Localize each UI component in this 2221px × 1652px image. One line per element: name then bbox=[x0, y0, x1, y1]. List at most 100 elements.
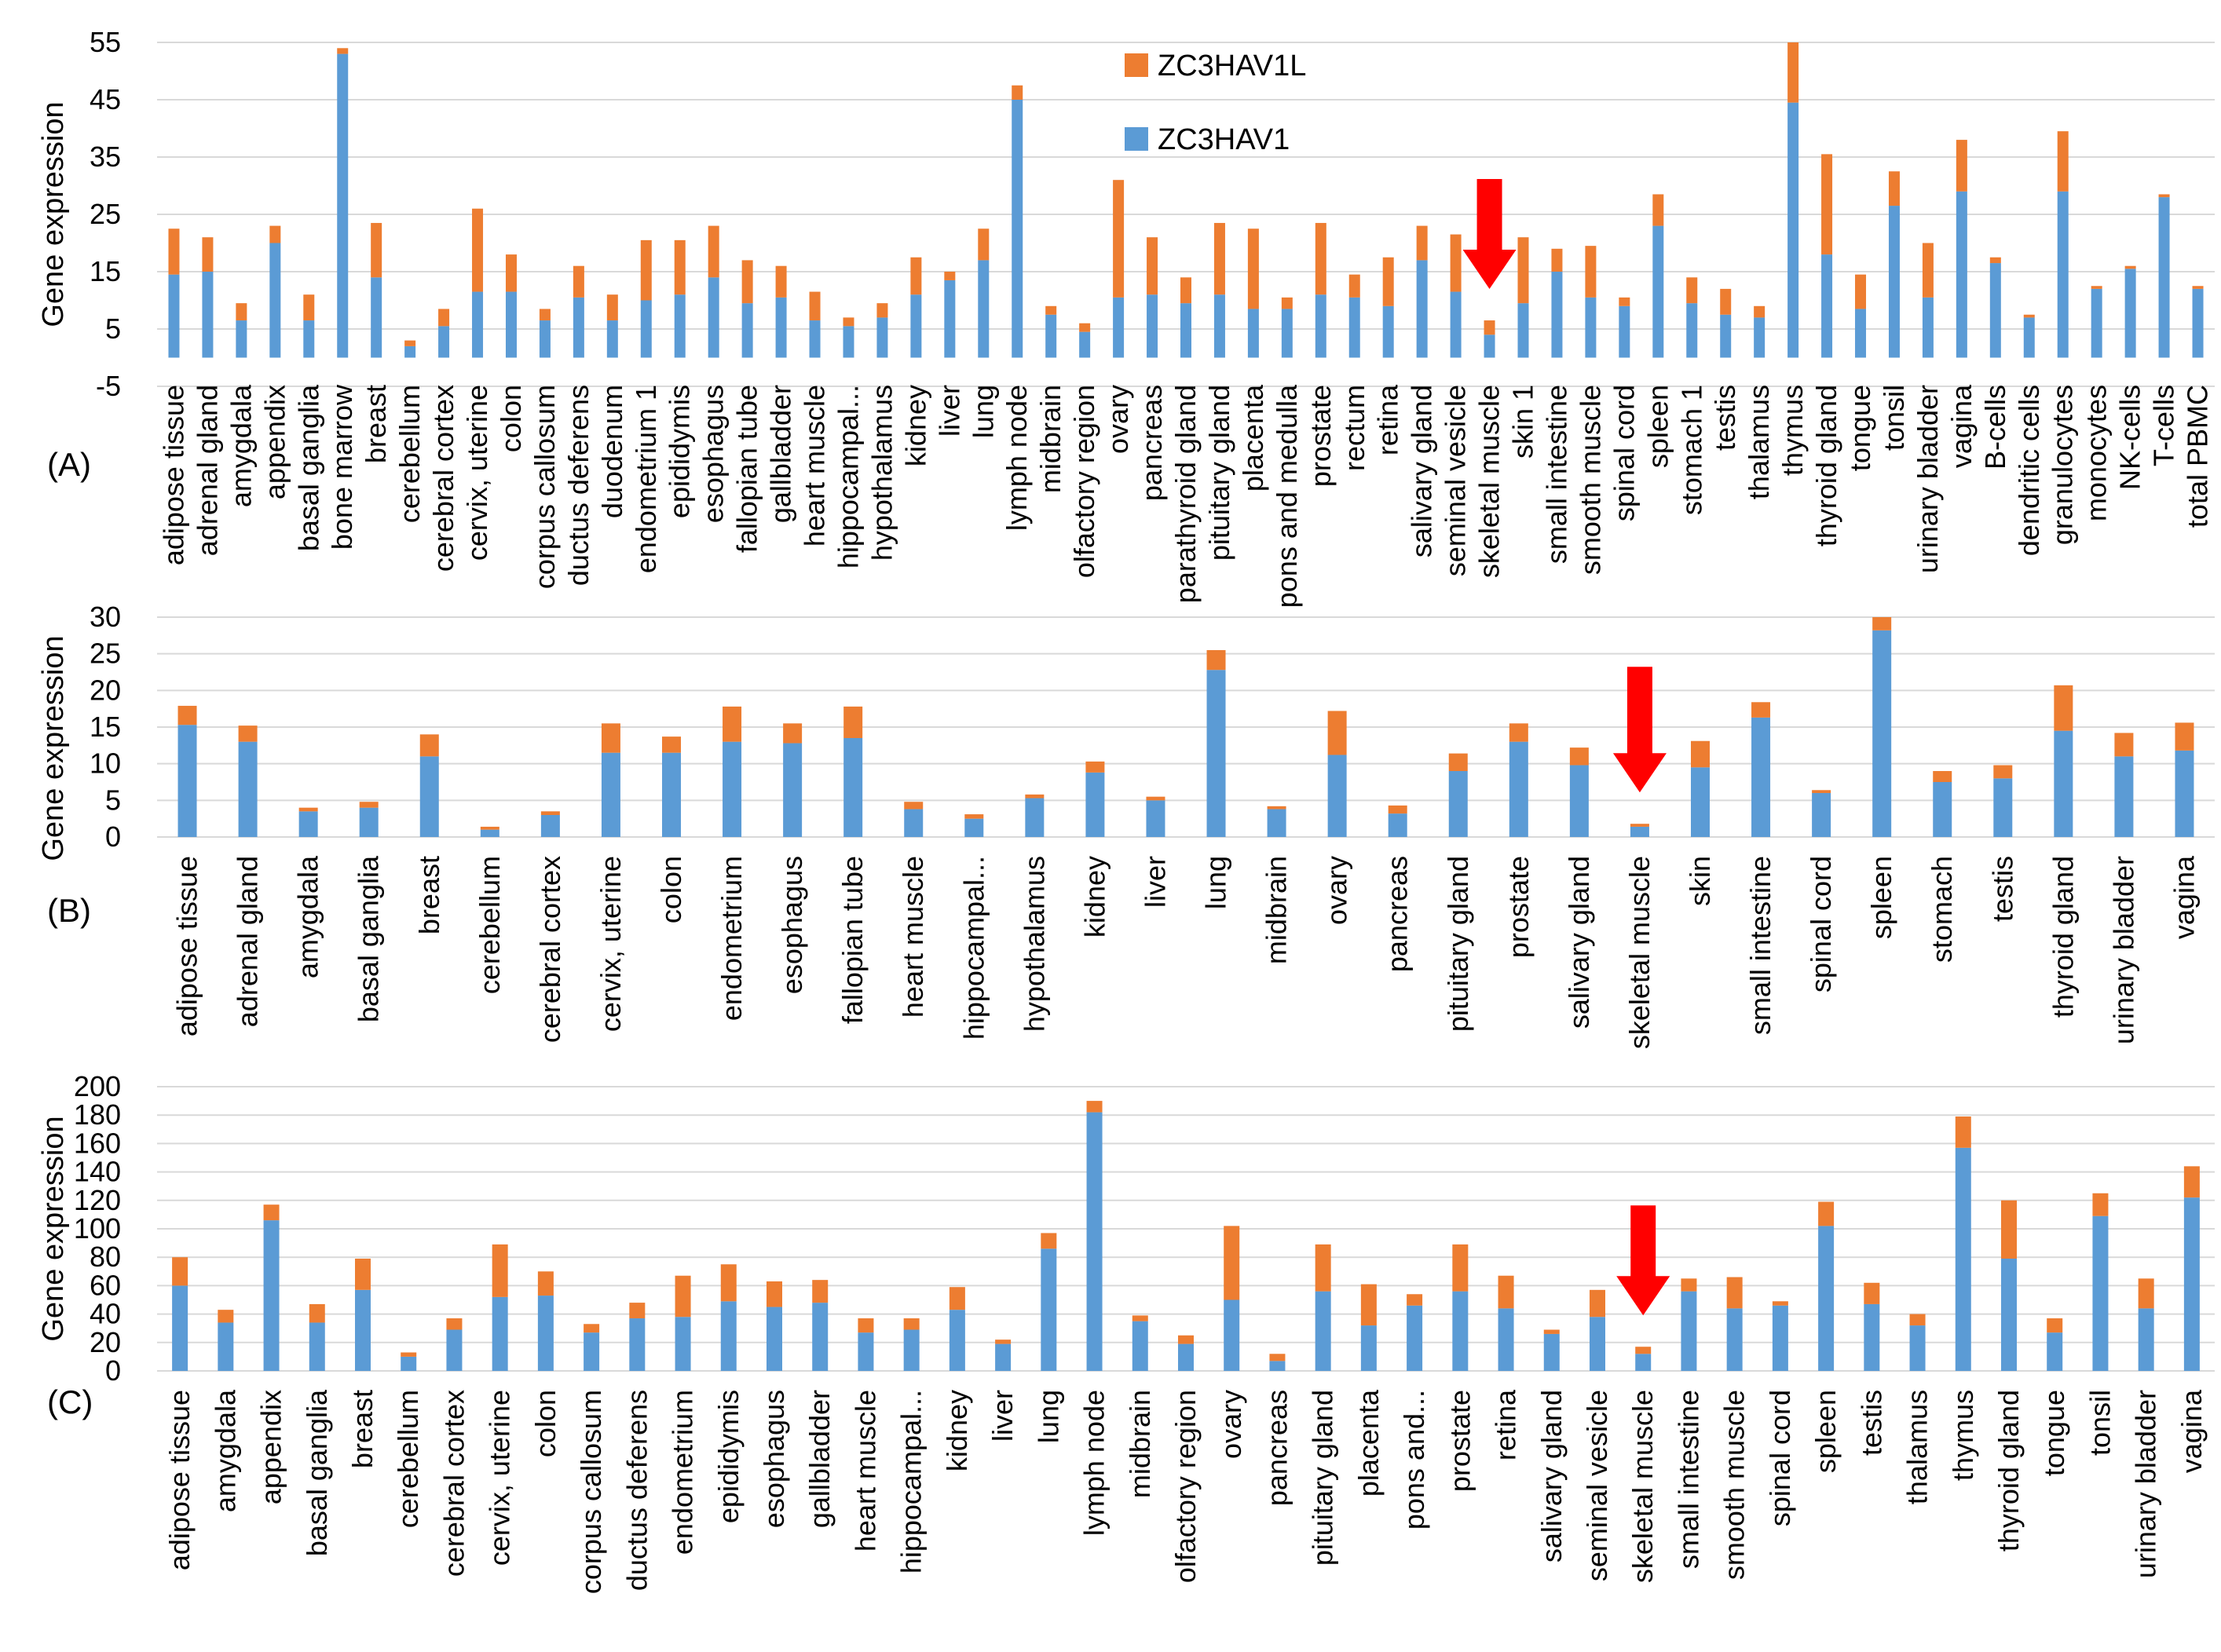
bar-zc3hav1l bbox=[601, 723, 620, 753]
bar-zc3hav1 bbox=[401, 1356, 417, 1371]
y-tick-label: 140 bbox=[74, 1156, 121, 1188]
bar-zc3hav1 bbox=[2057, 191, 2069, 358]
y-axis-title: Gene expression bbox=[37, 101, 70, 327]
bar-zc3hav1l bbox=[202, 237, 214, 272]
bar-zc3hav1 bbox=[1681, 1291, 1697, 1371]
bar-zc3hav1 bbox=[1382, 305, 1394, 358]
bar-zc3hav1 bbox=[2183, 1197, 2200, 1371]
bar-zc3hav1 bbox=[1448, 771, 1468, 837]
category-label: retina bbox=[1372, 384, 1404, 455]
legend-label-zc3hav1l: ZC3HAV1L bbox=[1158, 49, 1306, 82]
bar-zc3hav1l bbox=[177, 705, 197, 725]
category-label: liver bbox=[1139, 856, 1171, 908]
category-label: adipose tissue bbox=[157, 385, 189, 565]
bar-zc3hav1 bbox=[303, 320, 315, 358]
category-label: tongue bbox=[2038, 1390, 2070, 1476]
bar-zc3hav1 bbox=[1726, 1308, 1743, 1371]
bar-zc3hav1l bbox=[858, 1318, 874, 1333]
bar-zc3hav1 bbox=[1079, 331, 1091, 358]
category-label: NK-cells bbox=[2114, 385, 2146, 490]
category-label: appendix bbox=[255, 1390, 287, 1504]
bar-zc3hav1l bbox=[236, 303, 247, 321]
bar-zc3hav1l bbox=[1079, 323, 1091, 332]
category-label: cerebellum bbox=[392, 1390, 424, 1528]
bar-zc3hav1 bbox=[446, 1329, 463, 1371]
bar-zc3hav1l bbox=[1956, 140, 1967, 192]
bar-zc3hav1l bbox=[1751, 702, 1771, 718]
bar-zc3hav1 bbox=[1993, 778, 2013, 837]
bar-zc3hav1 bbox=[949, 1310, 965, 1371]
bar-zc3hav1l bbox=[767, 1281, 782, 1307]
category-label: ovary bbox=[1102, 385, 1134, 454]
bar-zc3hav1 bbox=[1315, 294, 1326, 358]
category-label: salivary gland bbox=[1535, 1390, 1568, 1562]
category-label: testis bbox=[1986, 856, 2018, 922]
bar-zc3hav1l bbox=[2092, 1193, 2109, 1216]
y-tick-label: 25 bbox=[90, 638, 121, 670]
bar-zc3hav1 bbox=[903, 1329, 920, 1371]
bar-zc3hav1l bbox=[218, 1310, 234, 1323]
bar-zc3hav1 bbox=[168, 274, 180, 358]
bar-zc3hav1l bbox=[876, 303, 888, 318]
bar-zc3hav1 bbox=[1498, 1308, 1514, 1371]
bar-zc3hav1 bbox=[1113, 297, 1125, 358]
category-label: ductus deferens bbox=[562, 385, 595, 586]
category-label: smooth muscle bbox=[1718, 1390, 1751, 1580]
category-label: kidney bbox=[899, 385, 931, 466]
bar-zc3hav1 bbox=[1543, 1333, 1560, 1371]
bar-zc3hav1 bbox=[1180, 303, 1191, 358]
bar-zc3hav1 bbox=[1872, 630, 1892, 837]
bar-zc3hav1l bbox=[1864, 1282, 1880, 1304]
bar-zc3hav1 bbox=[1517, 303, 1529, 358]
bar-zc3hav1 bbox=[1012, 100, 1023, 358]
bar-zc3hav1 bbox=[1551, 272, 1563, 358]
category-label: gallbladder bbox=[765, 385, 797, 523]
category-label: cerebral cortex bbox=[534, 856, 566, 1043]
bar-zc3hav1 bbox=[1720, 314, 1732, 358]
bar-zc3hav1l bbox=[1818, 1201, 1835, 1226]
category-label: monocytes bbox=[2080, 385, 2113, 521]
y-tick-label: 180 bbox=[74, 1098, 121, 1131]
category-label: skeletal muscle bbox=[1473, 385, 1506, 578]
bar-zc3hav1 bbox=[1855, 309, 1867, 358]
bar-zc3hav1 bbox=[172, 1285, 188, 1371]
category-label: prostate bbox=[1443, 1390, 1476, 1492]
category-label: epididymis bbox=[712, 1390, 745, 1523]
bar-zc3hav1 bbox=[1821, 254, 1833, 358]
bar-zc3hav1l bbox=[573, 265, 584, 298]
category-label: retina bbox=[1490, 1389, 1522, 1460]
category-label: total PBMC bbox=[2182, 385, 2214, 528]
category-label: esophagus bbox=[758, 1390, 790, 1528]
bar-zc3hav1l bbox=[371, 222, 382, 278]
bar-zc3hav1 bbox=[371, 277, 382, 358]
category-label: tongue bbox=[1844, 385, 1876, 471]
y-tick-label: 10 bbox=[90, 747, 121, 780]
bar-zc3hav1 bbox=[573, 297, 584, 358]
bar-zc3hav1l bbox=[1872, 617, 1892, 630]
bar-zc3hav1l bbox=[2124, 265, 2136, 269]
bar-zc3hav1l bbox=[438, 309, 450, 327]
category-label: lymph node bbox=[1001, 385, 1033, 531]
bar-zc3hav1 bbox=[978, 260, 990, 358]
bar-zc3hav1 bbox=[1812, 793, 1831, 837]
category-label: thymus bbox=[1947, 1390, 1979, 1481]
bar-zc3hav1 bbox=[944, 280, 956, 358]
bar-zc3hav1l bbox=[1348, 274, 1360, 298]
bar-zc3hav1l bbox=[1452, 1244, 1469, 1292]
category-label: small intestine bbox=[1744, 856, 1776, 1035]
bar-zc3hav1 bbox=[2023, 317, 2035, 358]
y-tick-label: 15 bbox=[90, 255, 121, 287]
bar-zc3hav1l bbox=[1269, 1354, 1286, 1361]
category-label: amygdala bbox=[209, 1389, 241, 1512]
y-tick-label: 45 bbox=[90, 83, 121, 115]
bar-zc3hav1l bbox=[1224, 1226, 1240, 1300]
bar-zc3hav1l bbox=[1772, 1301, 1788, 1306]
bar-zc3hav1 bbox=[2001, 1259, 2017, 1371]
bar-zc3hav1 bbox=[2192, 288, 2204, 358]
bar-zc3hav1 bbox=[298, 811, 318, 837]
category-label: placenta bbox=[1352, 1389, 1385, 1497]
category-label: lung bbox=[1032, 1390, 1064, 1443]
category-label: tonsil bbox=[1878, 385, 1910, 451]
bar-zc3hav1 bbox=[218, 1322, 234, 1371]
category-label: lymph node bbox=[1078, 1390, 1110, 1536]
